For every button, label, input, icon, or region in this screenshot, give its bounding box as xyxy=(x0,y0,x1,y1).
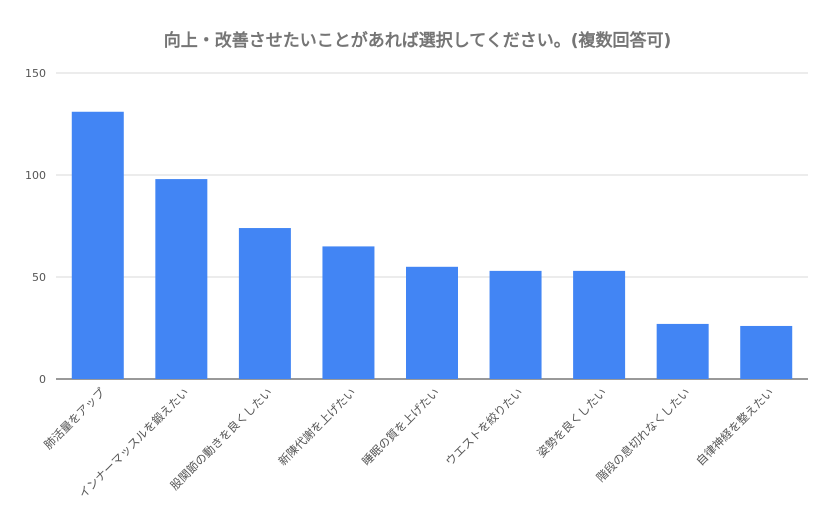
x-tick-label: 肺活量をアップ xyxy=(41,385,108,452)
x-tick-label: 姿勢を良くしたい xyxy=(534,385,609,460)
bar xyxy=(406,266,458,379)
chart-title: 向上・改善させたいことがあれば選択してください。(複数回答可) xyxy=(163,31,672,51)
y-tick-label: 0 xyxy=(39,373,46,386)
x-tick-label: 自律神経を整えたい xyxy=(693,385,776,468)
bar xyxy=(238,228,291,379)
y-tick-label: 50 xyxy=(32,271,46,284)
bar xyxy=(740,325,793,379)
bar xyxy=(489,270,542,379)
bar xyxy=(656,323,709,379)
bar xyxy=(322,246,375,379)
y-tick-label: 100 xyxy=(25,169,46,182)
x-tick-label: 新陳代謝を上げたい xyxy=(275,385,358,468)
bar xyxy=(573,270,626,379)
x-tick-label: 階段の息切れなくしたい xyxy=(593,385,692,484)
x-tick-label: ウエストを絞りたい xyxy=(443,385,526,468)
x-tick-label: 睡眠の質を上げたい xyxy=(359,385,442,468)
y-tick-label: 150 xyxy=(25,67,46,80)
bar xyxy=(71,111,124,379)
bar xyxy=(155,179,208,379)
